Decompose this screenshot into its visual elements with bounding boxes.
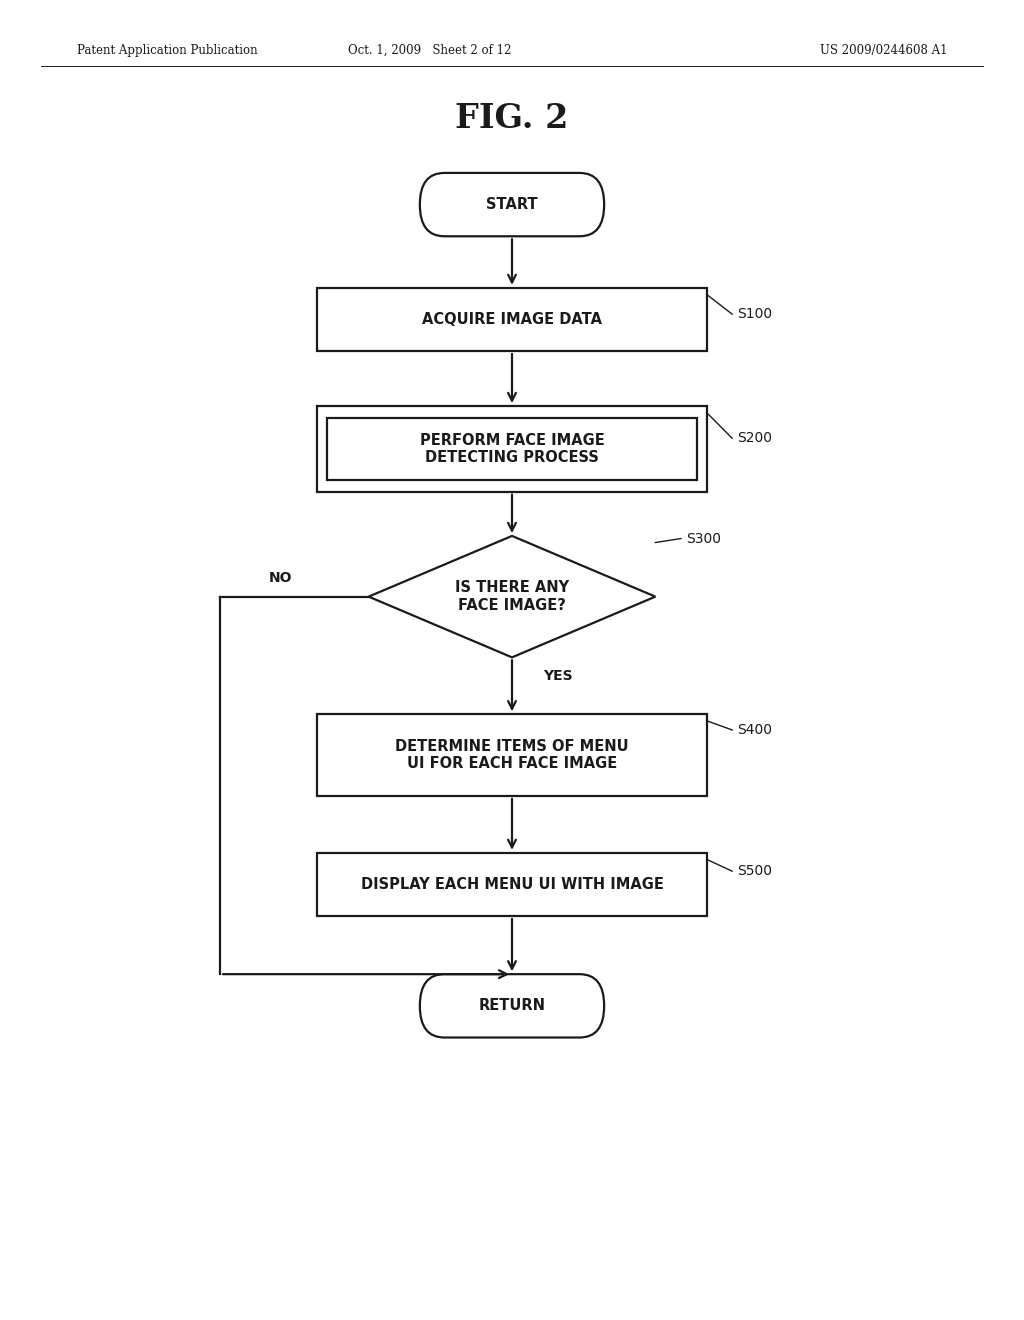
Text: S400: S400	[737, 723, 772, 737]
Text: S300: S300	[686, 532, 721, 545]
Text: DETERMINE ITEMS OF MENU
UI FOR EACH FACE IMAGE: DETERMINE ITEMS OF MENU UI FOR EACH FACE…	[395, 739, 629, 771]
FancyBboxPatch shape	[420, 173, 604, 236]
Text: US 2009/0244608 A1: US 2009/0244608 A1	[819, 44, 947, 57]
Polygon shape	[369, 536, 655, 657]
FancyBboxPatch shape	[317, 288, 707, 351]
Text: Patent Application Publication: Patent Application Publication	[77, 44, 257, 57]
FancyBboxPatch shape	[317, 405, 707, 491]
Text: PERFORM FACE IMAGE
DETECTING PROCESS: PERFORM FACE IMAGE DETECTING PROCESS	[420, 433, 604, 465]
Text: S200: S200	[737, 432, 772, 445]
Text: YES: YES	[543, 669, 572, 682]
Text: NO: NO	[268, 572, 292, 585]
FancyBboxPatch shape	[317, 853, 707, 916]
Text: RETURN: RETURN	[478, 998, 546, 1014]
Text: DISPLAY EACH MENU UI WITH IMAGE: DISPLAY EACH MENU UI WITH IMAGE	[360, 876, 664, 892]
Text: ACQUIRE IMAGE DATA: ACQUIRE IMAGE DATA	[422, 312, 602, 327]
Text: START: START	[486, 197, 538, 213]
FancyBboxPatch shape	[327, 417, 697, 479]
Text: S100: S100	[737, 308, 772, 321]
Text: IS THERE ANY
FACE IMAGE?: IS THERE ANY FACE IMAGE?	[455, 581, 569, 612]
Text: S500: S500	[737, 865, 772, 878]
Text: Oct. 1, 2009   Sheet 2 of 12: Oct. 1, 2009 Sheet 2 of 12	[348, 44, 512, 57]
FancyBboxPatch shape	[317, 714, 707, 796]
FancyBboxPatch shape	[420, 974, 604, 1038]
Text: FIG. 2: FIG. 2	[456, 103, 568, 135]
